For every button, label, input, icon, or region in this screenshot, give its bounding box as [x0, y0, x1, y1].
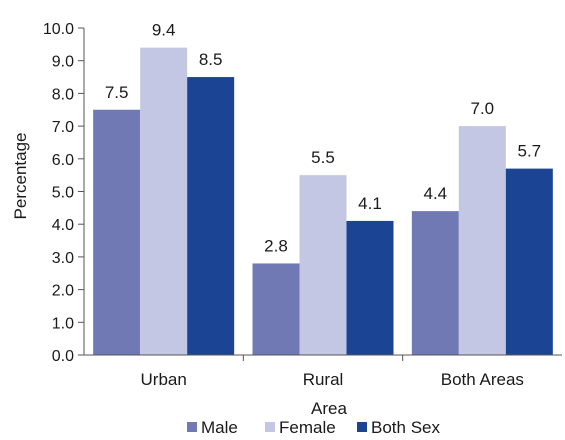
data-label: 2.8 [264, 236, 288, 255]
bar-female-rural [299, 175, 347, 355]
y-axis: 0.0 1.0 2.0 3.0 4.0 5.0 6.0 7.0 8.0 9.0 10.0 [43, 21, 84, 365]
y-tick-label: 5.0 [52, 185, 74, 202]
bar-female-urban [140, 47, 188, 356]
data-label: 8.5 [199, 50, 223, 69]
y-tick-label: 7.0 [52, 119, 74, 136]
data-label: 5.7 [518, 142, 542, 161]
y-tick-label: 4.0 [52, 217, 74, 234]
y-tick-label: 3.0 [52, 250, 74, 267]
bar-male-rural [252, 263, 300, 355]
x-axis-title: Area [311, 399, 347, 418]
category-label: Both Areas [441, 370, 524, 389]
data-labels: 7.5 9.4 8.5 2.8 5.5 4.1 4.4 7.0 5.7 [105, 21, 541, 256]
y-tick-label: 0.0 [52, 348, 74, 365]
data-label: 9.4 [152, 21, 176, 40]
bars [93, 47, 553, 356]
legend: Male Female Both Sex [187, 418, 440, 437]
y-tick-label: 1.0 [52, 315, 74, 332]
data-label: 4.1 [358, 194, 382, 213]
legend-swatch [187, 422, 197, 432]
data-label: 7.0 [471, 99, 495, 118]
category-label: Rural [303, 370, 344, 389]
y-tick-label: 9.0 [52, 54, 74, 71]
y-tick-label: 10.0 [43, 21, 74, 38]
data-label: 4.4 [424, 184, 448, 203]
legend-label: Male [201, 418, 238, 437]
x-axis: Urban Rural Both Areas [141, 355, 524, 389]
legend-label: Both Sex [371, 418, 440, 437]
y-tick-label: 6.0 [52, 152, 74, 169]
bar-both-sex-rural [346, 220, 394, 355]
legend-swatch [265, 422, 275, 432]
bar-female-both-areas [458, 126, 506, 355]
bar-male-urban [93, 109, 141, 355]
data-label: 7.5 [105, 83, 129, 102]
legend-label: Female [279, 418, 336, 437]
bar-both-sex-urban [187, 77, 235, 356]
y-tick-label: 2.0 [52, 283, 74, 300]
bar-male-both-areas [411, 211, 459, 355]
y-tick-label: 8.0 [52, 86, 74, 103]
legend-swatch [357, 422, 367, 432]
bar-both-sex-both-areas [505, 168, 553, 355]
data-label: 5.5 [311, 148, 335, 167]
category-label: Urban [141, 370, 187, 389]
y-axis-title: Percentage [11, 133, 30, 220]
